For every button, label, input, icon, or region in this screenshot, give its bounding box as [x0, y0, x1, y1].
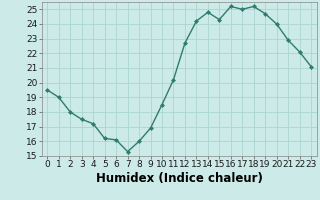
- X-axis label: Humidex (Indice chaleur): Humidex (Indice chaleur): [96, 172, 263, 185]
